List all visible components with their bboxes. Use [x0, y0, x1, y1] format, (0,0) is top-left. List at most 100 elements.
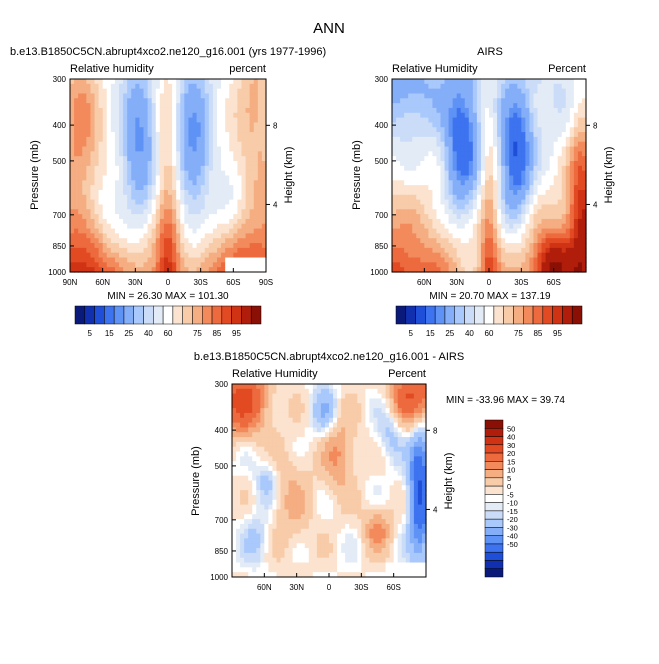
contour-cell	[410, 471, 415, 476]
contour-cell	[176, 132, 181, 137]
contour-cell	[305, 403, 310, 408]
contour-cell	[321, 476, 326, 481]
contour-cell	[461, 93, 466, 98]
contour-cell	[172, 190, 177, 195]
contour-cell	[184, 224, 189, 229]
contour-cell	[205, 190, 210, 195]
contour-cell	[172, 89, 177, 94]
contour-cell	[90, 190, 95, 195]
contour-cell	[517, 84, 522, 89]
contour-cell	[197, 176, 202, 181]
contour-cell	[285, 437, 290, 442]
contour-cell	[148, 224, 153, 229]
contour-cell	[453, 229, 458, 234]
contour-cell	[441, 151, 446, 156]
contour-cell	[538, 142, 543, 147]
contour-cell	[258, 233, 263, 238]
contour-cell	[74, 209, 79, 214]
contour-cell	[473, 180, 478, 185]
contour-cell	[233, 132, 238, 137]
contour-cell	[305, 432, 310, 437]
contour-cell	[164, 166, 169, 171]
contour-cell	[473, 151, 478, 156]
contour-cell	[428, 156, 433, 161]
contour-cell	[221, 137, 226, 142]
contour-cell	[341, 437, 346, 442]
contour-cell	[481, 93, 486, 98]
contour-cell	[382, 389, 387, 394]
contour-cell	[432, 118, 437, 123]
contour-cell	[176, 200, 181, 205]
contour-cell	[139, 243, 144, 248]
contour-cell	[152, 258, 157, 263]
contour-cell	[550, 166, 555, 171]
contour-cell	[127, 233, 132, 238]
contour-cell	[578, 166, 583, 171]
contour-cell	[148, 132, 153, 137]
contour-cell	[82, 262, 87, 267]
contour-cell	[333, 432, 338, 437]
contour-cell	[197, 248, 202, 253]
contour-cell	[123, 147, 128, 152]
contour-cell	[529, 190, 534, 195]
contour-cell	[258, 219, 263, 224]
contour-cell	[135, 180, 140, 185]
contour-cell	[139, 180, 144, 185]
contour-cell	[441, 229, 446, 234]
contour-cell	[268, 471, 273, 476]
contour-cell	[445, 93, 450, 98]
contour-cell	[74, 219, 79, 224]
contour-cell	[156, 166, 161, 171]
contour-cell	[188, 113, 193, 118]
contour-cell	[345, 442, 350, 447]
contour-cell	[418, 389, 423, 394]
contour-cell	[148, 108, 153, 113]
contour-cell	[529, 122, 534, 127]
contour-cell	[156, 258, 161, 263]
contour-cell	[131, 209, 136, 214]
contour-cell	[509, 156, 514, 161]
contour-cell	[396, 229, 401, 234]
contour-cell	[493, 243, 498, 248]
contour-cell	[574, 209, 579, 214]
contour-cell	[297, 384, 302, 389]
contour-cell	[337, 437, 342, 442]
contour-cell	[469, 89, 474, 94]
contour-cell	[139, 190, 144, 195]
contour-cell	[70, 176, 75, 181]
contour-cell	[361, 427, 366, 432]
contour-cell	[252, 456, 257, 461]
contour-cell	[90, 118, 95, 123]
contour-cell	[250, 204, 255, 209]
contour-cell	[119, 204, 124, 209]
contour-cell	[453, 171, 458, 176]
contour-cell	[392, 93, 397, 98]
contour-cell	[115, 151, 120, 156]
contour-cell	[321, 403, 326, 408]
contour-cell	[469, 229, 474, 234]
contour-cell	[428, 214, 433, 219]
contour-cell	[465, 195, 470, 200]
contour-cell	[497, 127, 502, 132]
contour-cell	[248, 481, 253, 486]
contour-cell	[268, 452, 273, 457]
contour-cell	[248, 447, 253, 452]
contour-cell	[341, 423, 346, 428]
contour-cell	[453, 204, 458, 209]
contour-cell	[301, 476, 306, 481]
contour-cell	[268, 408, 273, 413]
contour-cell	[485, 253, 490, 258]
contour-cell	[148, 176, 153, 181]
contour-cell	[193, 214, 198, 219]
contour-cell	[578, 122, 583, 127]
contour-cell	[525, 248, 530, 253]
contour-cell	[353, 447, 358, 452]
contour-cell	[497, 108, 502, 113]
contour-cell	[481, 176, 486, 181]
contour-cell	[412, 151, 417, 156]
contour-cell	[558, 214, 563, 219]
contour-cell	[176, 233, 181, 238]
contour-cell	[135, 209, 140, 214]
contour-cell	[70, 166, 75, 171]
contour-cell	[485, 190, 490, 195]
